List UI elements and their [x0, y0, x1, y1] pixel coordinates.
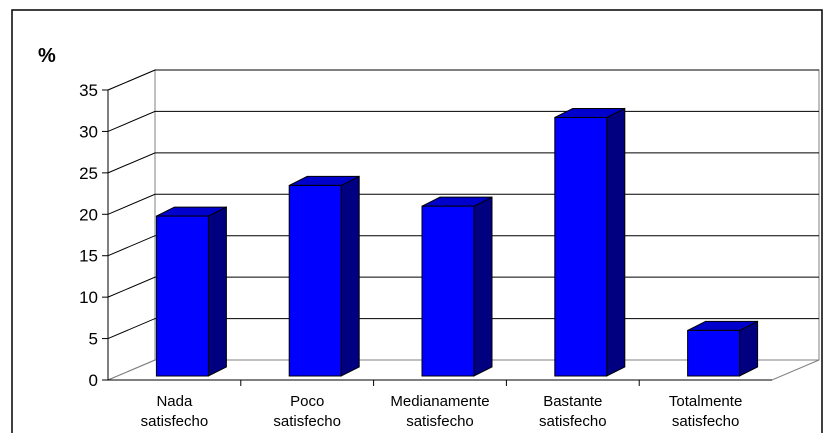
y-tick-label: 25 [79, 164, 98, 183]
bar [687, 320, 759, 377]
x-tick-label: satisfecho [141, 413, 209, 430]
x-tick-label: Medianamente [390, 393, 489, 410]
bar [288, 175, 360, 377]
gridline [107, 69, 819, 91]
x-tick-label: Totalmente [669, 393, 742, 410]
x-tick-label: Bastante [543, 393, 602, 410]
y-tick-label: 35 [79, 81, 98, 100]
bar-front-face [687, 329, 741, 377]
x-tick-label: Nada [156, 393, 193, 410]
bar-side-face [207, 206, 227, 377]
axes [102, 89, 772, 386]
x-tick-label: Poco [290, 393, 324, 410]
y-tick-labels: 0 5 10 15 20 25 30 35 [79, 81, 98, 390]
x-tick-label: satisfecho [539, 413, 607, 430]
y-tick-label: 5 [89, 330, 98, 349]
x-tick-label: satisfecho [273, 413, 341, 430]
bar [155, 206, 227, 377]
x-tick-labels: Nada satisfecho Poco satisfecho Medianamente… [141, 393, 743, 430]
bar-front-face [554, 116, 608, 377]
y-tick-label: 10 [79, 288, 98, 307]
bar-side-face [606, 107, 626, 377]
bar [421, 196, 493, 377]
bar-front-face [155, 215, 209, 377]
bars [155, 107, 759, 377]
chart-frame [11, 9, 823, 433]
bar-front-face [288, 184, 342, 377]
x-tick-label: satisfecho [406, 413, 474, 430]
bar-front-face [421, 205, 475, 377]
y-axis-label: % [38, 45, 56, 67]
bar [554, 107, 626, 377]
y-tick-label: 15 [79, 247, 98, 266]
bar-side-face [340, 175, 360, 377]
y-tick-label: 20 [79, 205, 98, 224]
y-tick-label: 0 [89, 371, 98, 390]
bar-side-face [473, 196, 493, 377]
x-tick-label: satisfecho [672, 413, 740, 430]
y-tick-label: 30 [79, 122, 98, 141]
